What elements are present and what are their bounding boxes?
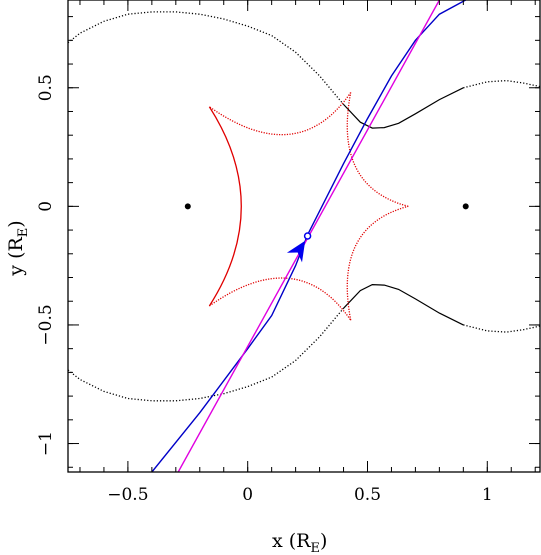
critical-curve-upper-dotted	[68, 11, 344, 105]
critical-curve-lower-dotted-right	[463, 324, 540, 333]
x-tick-label: 1	[482, 485, 493, 505]
lens-2	[462, 203, 469, 210]
critical-curve-lower-dotted	[68, 307, 344, 402]
direction-arrow	[286, 240, 306, 263]
y-axis-label: y (RE)	[5, 220, 31, 276]
source-position-marker	[303, 232, 312, 240]
caustic-arc	[208, 92, 352, 136]
y-tick-label: −0.5	[36, 304, 56, 345]
x-tick-label: −0.5	[107, 485, 148, 505]
plot-curves	[68, 0, 540, 472]
caustic-arc	[346, 92, 409, 207]
critical-curve-upper-solid	[343, 87, 464, 129]
axis-ticks	[68, 0, 540, 472]
critical-curve-upper-dotted-right	[463, 79, 540, 89]
caustic-arc	[208, 106, 242, 307]
caustic-arc	[346, 205, 409, 321]
y-tick-label: −1	[36, 431, 56, 456]
x-axis-label: x (RE)	[272, 530, 327, 555]
y-tick-label: 0.5	[36, 74, 56, 101]
plot-frame	[67, 0, 541, 473]
source-trajectory-curved	[151, 0, 467, 472]
tick-labels: −0.5 0 0.5 1 −1 −0.5 0 0.5	[36, 74, 493, 505]
critical-curve-lower-solid	[343, 283, 464, 326]
lens-1	[184, 203, 191, 210]
x-tick-label: 0.5	[354, 485, 381, 505]
x-tick-label: 0	[242, 485, 253, 505]
y-tick-label: 0	[36, 201, 56, 212]
